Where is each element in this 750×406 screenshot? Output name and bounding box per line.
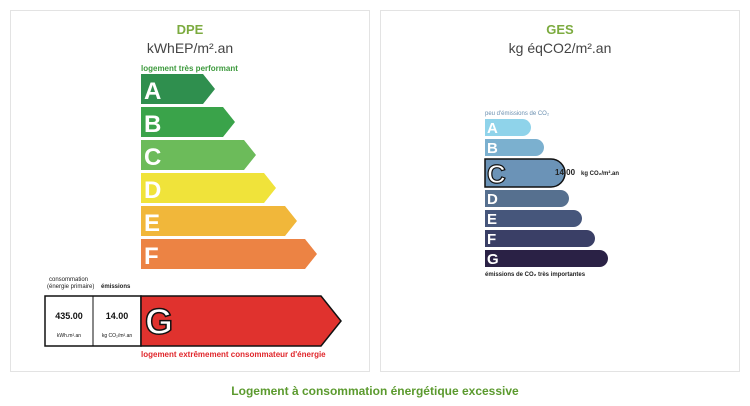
ges-bottom-label: émissions de CO₂ très importantes [485,272,586,278]
ges-class-d: D [485,190,569,208]
dpe-class-letter: B [144,111,161,138]
dpe-class-a: A [141,74,215,105]
consumption-unit: kWh.m².an [56,333,82,339]
ges-class-c: C [484,158,566,190]
dpe-class-letter: F [144,243,159,270]
consumption-value: 435.00 [55,311,83,321]
ges-class-letter: G [487,251,499,268]
footer-message: Logement à consommation énergétique exce… [231,384,519,398]
dpe-bottom-label: logement extrêmement consommateur d'éner… [141,350,326,359]
ges-class-letter: A [487,120,498,137]
dpe-title: DPE [176,22,204,37]
ges-class-b: B [485,139,544,157]
dpe-unit: kWhEP/m².an [146,40,234,56]
dpe-class-letter: A [144,78,161,105]
ges-class-letter: F [487,231,496,248]
ges-class-e: E [485,210,582,228]
emissions-label: émissions [101,284,131,290]
dpe-class-c: C [141,140,256,171]
dpe-class-letter: C [144,144,161,171]
consumption-label: consommation [49,277,89,283]
ges-class-g: G [485,250,608,268]
ges-class-a: A [485,119,531,137]
dpe-class-f: F [141,239,317,270]
ges-value: 14.00 [555,168,576,177]
emissions-value: 14.00 [105,311,129,321]
ges-class-letter: C [487,159,506,189]
ges-title: GES [546,22,574,37]
ges-unit: kg éqCO2/m².an [508,40,612,56]
consumption-sublabel: (énergie primaire) [47,284,95,290]
dpe-active-letter: G [145,301,173,342]
dpe-panel: DPE kWhEP/m².an logement très performant… [10,10,370,372]
dpe-class-letter: D [144,177,161,204]
dpe-class-b: B [141,107,235,138]
dpe-class-d: D [141,173,276,204]
ges-panel: GES kg éqCO2/m².an peu d'émissions de CO… [380,10,740,372]
ges-class-f: F [485,230,595,248]
ges-top-label: peu d'émissions de CO₂ [485,111,550,117]
ges-class-letter: D [487,191,498,208]
dpe-class-e: E [141,206,297,237]
ges-class-letter: E [487,211,497,228]
ges-class-letter: B [487,140,498,157]
dpe-class-g-active: G [140,295,342,347]
dpe-top-label: logement très performant [141,64,238,73]
ges-value-unit: kg CO₂/m².an [581,171,620,177]
dpe-class-letter: E [144,210,160,237]
emissions-unit: kg CO₂/m².an [101,333,133,339]
